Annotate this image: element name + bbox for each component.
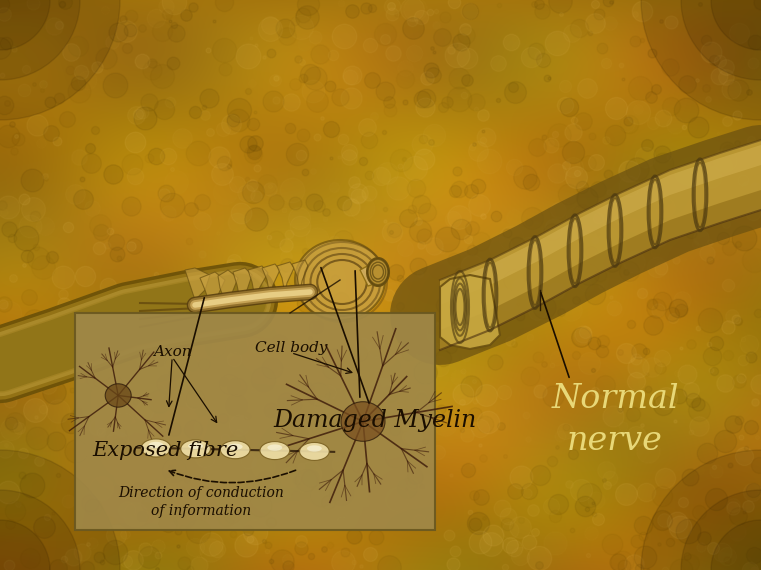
Text: Normal
nerve: Normal nerve	[551, 383, 679, 457]
Ellipse shape	[141, 439, 171, 457]
Ellipse shape	[367, 258, 389, 286]
Circle shape	[681, 0, 761, 80]
Polygon shape	[0, 295, 220, 380]
Ellipse shape	[105, 384, 131, 407]
Circle shape	[0, 0, 120, 120]
Text: Damaged Myelin: Damaged Myelin	[273, 268, 476, 431]
Polygon shape	[440, 275, 500, 349]
Polygon shape	[440, 190, 761, 350]
Circle shape	[0, 450, 120, 570]
Ellipse shape	[228, 443, 243, 450]
Ellipse shape	[295, 240, 385, 320]
Circle shape	[0, 520, 50, 570]
Circle shape	[711, 0, 761, 50]
Polygon shape	[218, 270, 238, 302]
Text: Direction of conduction
of information: Direction of conduction of information	[118, 486, 284, 518]
Circle shape	[0, 0, 80, 80]
Ellipse shape	[260, 442, 290, 459]
Polygon shape	[262, 264, 280, 296]
Ellipse shape	[300, 442, 330, 461]
Ellipse shape	[221, 441, 250, 459]
Bar	[75, 313, 435, 530]
Text: Exposed fibre: Exposed fibre	[92, 298, 238, 459]
Polygon shape	[440, 145, 761, 305]
Polygon shape	[200, 272, 225, 305]
Ellipse shape	[341, 402, 385, 441]
Polygon shape	[360, 262, 385, 286]
Circle shape	[0, 490, 80, 570]
Circle shape	[711, 520, 761, 570]
Text: Cell body: Cell body	[255, 341, 327, 355]
Circle shape	[641, 0, 761, 120]
Ellipse shape	[181, 440, 211, 458]
Ellipse shape	[267, 445, 282, 451]
Ellipse shape	[188, 443, 203, 449]
Polygon shape	[233, 268, 252, 300]
Circle shape	[0, 0, 50, 50]
Ellipse shape	[307, 445, 322, 451]
Ellipse shape	[148, 442, 164, 448]
Polygon shape	[185, 268, 210, 300]
Polygon shape	[440, 140, 761, 350]
Polygon shape	[292, 260, 308, 292]
Circle shape	[681, 490, 761, 570]
Text: Axon: Axon	[153, 345, 192, 359]
Polygon shape	[277, 262, 294, 294]
Circle shape	[641, 450, 761, 570]
Polygon shape	[248, 266, 268, 298]
